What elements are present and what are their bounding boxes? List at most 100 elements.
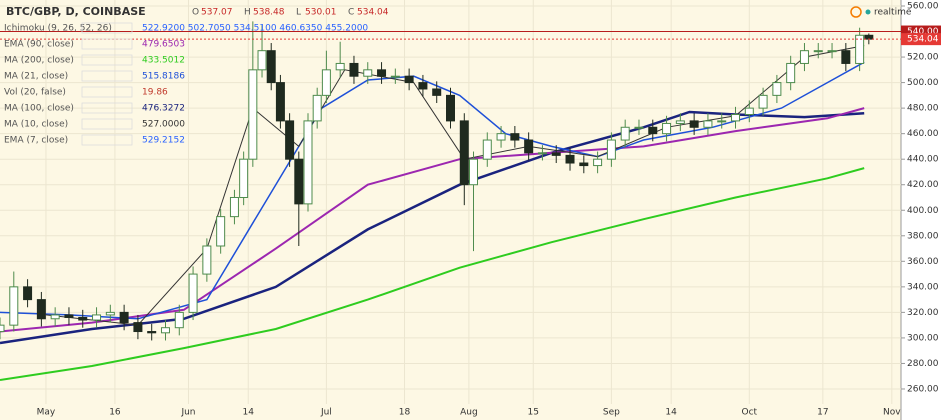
ohlc-key: L bbox=[296, 8, 301, 18]
candle-body bbox=[216, 216, 226, 247]
candle-body bbox=[432, 88, 442, 96]
ohlc-value: 537.07 bbox=[201, 8, 233, 18]
candle-body bbox=[404, 75, 414, 84]
y-tick-label: 280.00 bbox=[907, 359, 939, 369]
candle-body bbox=[312, 94, 322, 122]
ohlc-key: O bbox=[192, 8, 199, 18]
x-tick-label: 16 bbox=[109, 408, 121, 418]
candle-body bbox=[229, 196, 239, 218]
y-tick-label: 340.00 bbox=[907, 282, 939, 292]
candle-body bbox=[321, 69, 331, 96]
x-tick-label: 14 bbox=[243, 408, 255, 418]
candle-body bbox=[662, 122, 672, 135]
indicator-label: EMA (7, close) bbox=[4, 136, 68, 146]
indicator-value: 515.8186 bbox=[142, 72, 185, 82]
candle-body bbox=[772, 82, 782, 96]
candle-body bbox=[634, 126, 644, 129]
candle-body bbox=[9, 286, 19, 326]
candle-body bbox=[239, 158, 249, 198]
candle-body bbox=[689, 120, 699, 128]
candle-body bbox=[202, 245, 212, 275]
candle-body bbox=[524, 139, 534, 154]
y-tick-label: 260.00 bbox=[907, 384, 939, 394]
candle-body bbox=[606, 139, 616, 160]
indicator-value: 522.9200 502.7050 534.5100 460.6350 455.… bbox=[142, 24, 368, 34]
grid bbox=[0, 0, 905, 404]
indicator-label: MA (100, close) bbox=[4, 104, 74, 114]
candle-body bbox=[510, 133, 520, 141]
ohlc-key: H bbox=[244, 8, 251, 18]
y-tick-label: 300.00 bbox=[907, 333, 939, 343]
candle-body bbox=[133, 322, 143, 333]
candle-body bbox=[565, 154, 575, 164]
candle-body bbox=[551, 152, 561, 156]
y-tick-label: 400.00 bbox=[907, 206, 939, 216]
x-tick-label: May bbox=[37, 408, 56, 418]
y-tick-label: 560.00 bbox=[907, 2, 939, 12]
indicator-label: Ichimoku (9, 26, 52, 26) bbox=[4, 24, 112, 34]
candle-body bbox=[390, 75, 400, 78]
x-tick-label: Jun bbox=[180, 408, 195, 418]
candle-body bbox=[188, 273, 198, 313]
candle-body bbox=[459, 120, 469, 186]
x-tick-label: 14 bbox=[665, 408, 677, 418]
x-tick-label: Nov bbox=[883, 408, 901, 418]
candle-body bbox=[717, 120, 727, 123]
candle-body bbox=[64, 314, 74, 318]
x-tick-label: 15 bbox=[528, 408, 539, 418]
candle-body bbox=[799, 50, 809, 64]
candle-body bbox=[36, 299, 46, 320]
indicator-controls bbox=[81, 86, 133, 98]
indicator-controls bbox=[81, 70, 133, 82]
candle-body bbox=[855, 34, 865, 64]
indicator-label: MA (21, close) bbox=[4, 72, 68, 82]
y-tick-label: 420.00 bbox=[907, 180, 939, 190]
y-tick-label: 460.00 bbox=[907, 129, 939, 139]
x-tick-label: Aug bbox=[460, 408, 478, 418]
candle-body bbox=[92, 314, 102, 321]
chart-title: BTC/GBP, D, COINBASE bbox=[6, 5, 146, 18]
indicator-line bbox=[0, 167, 865, 381]
candle-body bbox=[579, 162, 589, 167]
legend: BTC/GBP, D, COINBASE O 537.07 H 538.48 L 530.0… bbox=[4, 5, 389, 146]
indicator-line bbox=[45, 45, 865, 326]
x-tick-label: Sep bbox=[603, 408, 620, 418]
indicator-controls bbox=[81, 54, 133, 66]
y-tick-label: 380.00 bbox=[907, 231, 939, 241]
candle-body bbox=[257, 50, 267, 71]
indicator-value: 433.5012 bbox=[142, 56, 185, 66]
candles bbox=[0, 21, 874, 341]
indicator-value: 529.2152 bbox=[142, 136, 185, 146]
indicator-value: 479.6503 bbox=[142, 40, 185, 50]
y-tick-label: 320.00 bbox=[907, 308, 939, 318]
indicator-label: Vol (20, false) bbox=[4, 88, 66, 98]
ohlc-value: 538.48 bbox=[253, 8, 285, 18]
axis-background bbox=[901, 0, 941, 420]
indicator-controls bbox=[81, 102, 133, 114]
indicator-controls bbox=[81, 38, 133, 50]
price-label: 534.04 bbox=[907, 35, 939, 45]
candle-body bbox=[537, 152, 547, 155]
candle-body bbox=[147, 331, 157, 334]
candle-body bbox=[174, 311, 184, 329]
candle-body bbox=[363, 69, 373, 77]
indicator-label: EMA (90, close) bbox=[4, 40, 74, 50]
candle-body bbox=[593, 158, 603, 167]
indicator-label: MA (10, close) bbox=[4, 120, 68, 130]
candle-body bbox=[377, 69, 387, 77]
candle-body bbox=[675, 120, 685, 124]
candle-body bbox=[335, 62, 345, 71]
candle-body bbox=[744, 107, 754, 116]
candle-body bbox=[0, 324, 5, 333]
x-tick-label: 17 bbox=[817, 408, 828, 418]
price-box bbox=[901, 33, 941, 46]
x-tick-label: 18 bbox=[399, 408, 411, 418]
indicator-controls bbox=[81, 118, 133, 130]
ohlc-value: 534.04 bbox=[357, 8, 389, 18]
candle-body bbox=[496, 133, 506, 141]
candle-body bbox=[786, 62, 796, 84]
candle-body bbox=[468, 158, 478, 186]
candle-body bbox=[119, 311, 129, 324]
